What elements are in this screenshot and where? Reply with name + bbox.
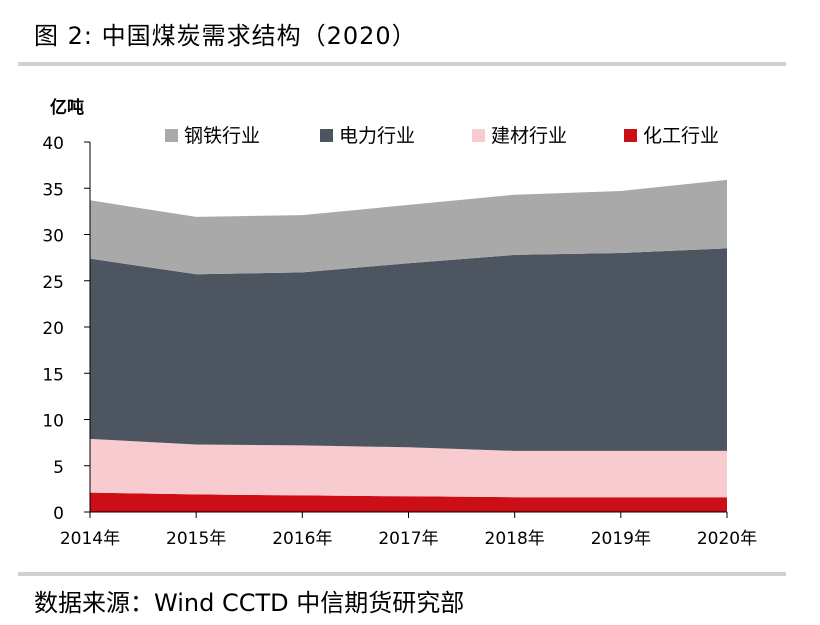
y-unit-label: 亿吨 [50,97,84,118]
x-tick-label: 2020年 [697,529,757,549]
legend-swatch [472,129,485,142]
legend-label: 化工行业 [643,125,719,147]
y-tick-label: 0 [53,504,64,524]
source-note: 数据来源：Wind CCTD 中信期货研究部 [34,589,465,617]
area-series-1 [90,492,727,512]
y-tick-label: 25 [42,273,64,293]
y-tick-label: 15 [42,365,64,385]
legend-label: 电力行业 [339,125,415,147]
area-series-3 [90,248,727,451]
bottom-divider [18,572,786,576]
figure-title: 图 2: 中国煤炭需求结构（2020） [34,22,417,50]
x-tick-label: 2014年 [60,529,120,549]
area-series-4 [90,179,727,275]
x-tick-label: 2019年 [591,529,651,549]
y-tick-label: 20 [42,319,64,339]
x-tick-label: 2015年 [166,529,226,549]
area-series-group [90,179,727,512]
stacked-area-chart: 0 5 10 15 20 25 30 35 40 2014年 2015年 2016年 2017年 2018… [42,97,757,549]
top-divider [18,62,786,66]
x-tick-label: 2017年 [378,529,438,549]
legend-swatch [320,129,333,142]
y-tick-label: 5 [53,458,64,478]
legend-swatch [624,129,637,142]
x-tick-label: 2016年 [272,529,332,549]
legend-swatch [165,129,178,142]
axes-group: 0 5 10 15 20 25 30 35 40 2014年 2015年 2016年 2017年 2018… [42,134,757,549]
y-tick-label: 35 [42,180,64,200]
y-tick-label: 30 [42,227,64,247]
legend-label: 钢铁行业 [184,125,260,147]
y-tick-label: 40 [42,134,64,154]
y-tick-label: 10 [42,412,64,432]
legend-label: 建材行业 [491,125,567,147]
area-series-2 [90,438,727,498]
legend: 钢铁行业 电力行业 建材行业 化工行业 [165,125,719,147]
x-tick-label: 2018年 [485,529,545,549]
